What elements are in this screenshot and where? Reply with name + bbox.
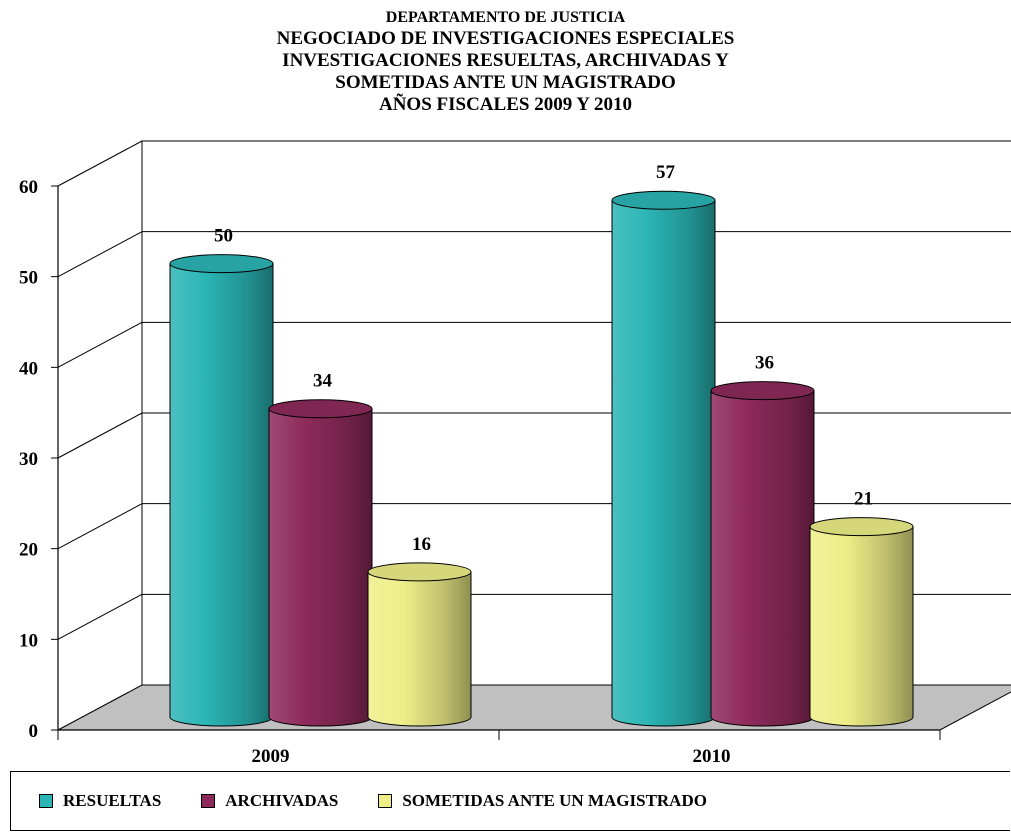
chart-title: DEPARTAMENTO DE JUSTICIA NEGOCIADO DE IN…	[0, 8, 1011, 116]
data-label-archivadas-2010: 36	[755, 353, 774, 374]
title-line-4: SOMETIDAS ANTE UN MAGISTRADO	[335, 72, 676, 93]
x-tick-label-2009: 2009	[252, 746, 290, 767]
legend-label-archivadas: ARCHIVADAS	[225, 791, 339, 810]
legend-swatch-sometidas	[378, 794, 393, 808]
x-tick-label-2010: 2010	[693, 746, 731, 767]
legend-swatch-resueltas	[39, 794, 53, 808]
bar-archivadas-2009	[268, 399, 373, 727]
gridline-side-30	[57, 412, 143, 459]
chart-axes	[51, 185, 941, 740]
bar-body-sometidas-2009	[367, 571, 472, 727]
bar-archivadas-2010	[710, 381, 815, 727]
legend-swatch-archivadas	[201, 794, 216, 808]
data-label-sometidas-2010: 21	[854, 489, 873, 510]
gridline-side-40	[57, 321, 143, 368]
bar-resueltas-2009	[169, 254, 274, 727]
legend-label-sometidas: SOMETIDAS ANTE UN MAGISTRADO	[402, 791, 707, 810]
bar-top-sometidas-2009	[367, 562, 472, 582]
data-label-archivadas-2009: 34	[313, 371, 333, 392]
y-tick-label-60: 60	[19, 177, 38, 198]
legend: RESUELTAS ARCHIVADAS SOMETIDAS ANTE UN M…	[10, 771, 1010, 831]
title-line-2: NEGOCIADO DE INVESTIGACIONES ESPECIALES	[276, 28, 735, 49]
chart-tick-labels: 0 10 20 30 40 50 60 2009 2010	[19, 177, 731, 767]
y-tick-label-20: 20	[19, 540, 38, 561]
data-label-resueltas-2009: 50	[214, 226, 233, 247]
gridline-side-50	[57, 231, 143, 278]
bar-chart: 0 10 20 30 40 50 60 2009 2010 50 34 16 57 36 21	[19, 140, 1011, 767]
bar-body-archivadas-2010	[710, 390, 815, 727]
legend-item-archivadas: ARCHIVADAS	[201, 791, 338, 811]
bar-body-archivadas-2009	[268, 408, 373, 727]
y-tick-label-40: 40	[19, 358, 38, 379]
bar-top-sometidas-2010	[809, 517, 914, 537]
bar-body-resueltas-2009	[169, 263, 274, 727]
bar-sometidas-2010	[809, 517, 914, 727]
gridline-side-10	[57, 593, 143, 640]
bar-sometidas-2009	[367, 562, 472, 727]
y-tick-label-30: 30	[19, 449, 38, 470]
chart-bars	[169, 190, 914, 727]
chart-data-labels: 50 34 16 57 36 21	[214, 162, 873, 555]
gridline-side-20	[57, 503, 143, 550]
y-tick-label-50: 50	[19, 268, 38, 289]
title-line-1: DEPARTAMENTO DE JUSTICIA	[385, 9, 626, 26]
title-line-3: INVESTIGACIONES RESUELTAS, ARCHIVADAS Y	[282, 50, 729, 71]
title-line-5: AÑOS FISCALES 2009 Y 2010	[378, 94, 633, 115]
gridline-side-60	[57, 140, 143, 187]
legend-label-resueltas: RESUELTAS	[63, 791, 162, 810]
bar-top-archivadas-2009	[268, 399, 373, 419]
y-tick-label-0: 0	[29, 721, 39, 742]
bar-body-resueltas-2010	[611, 199, 716, 727]
data-label-resueltas-2010: 57	[656, 162, 676, 183]
bar-top-resueltas-2010	[611, 190, 716, 210]
bar-resueltas-2010	[611, 190, 716, 727]
legend-item-resueltas: RESUELTAS	[39, 791, 161, 811]
y-tick-label-10: 10	[19, 630, 38, 651]
data-label-sometidas-2009: 16	[412, 534, 431, 555]
bar-top-resueltas-2009	[169, 254, 274, 274]
bar-body-sometidas-2010	[809, 526, 914, 727]
legend-item-sometidas: SOMETIDAS ANTE UN MAGISTRADO	[378, 791, 707, 811]
bar-top-archivadas-2010	[710, 381, 815, 401]
